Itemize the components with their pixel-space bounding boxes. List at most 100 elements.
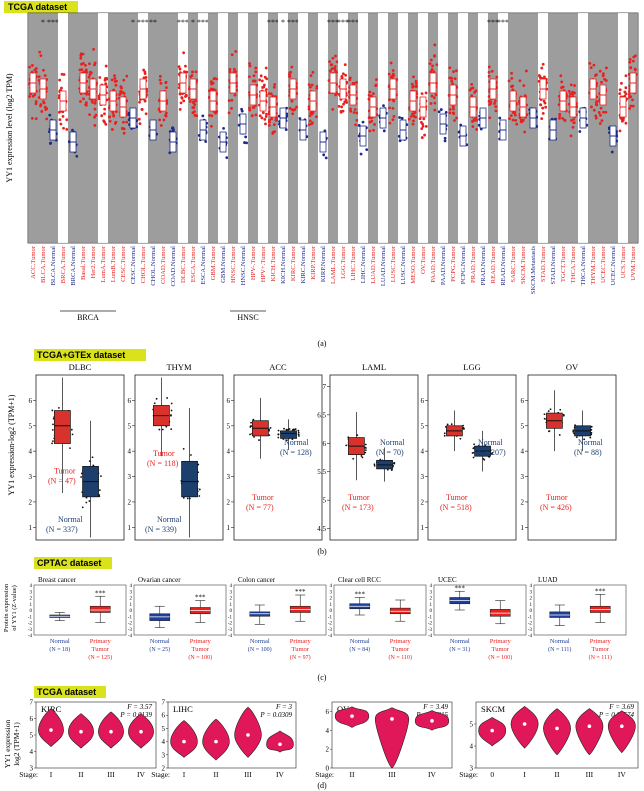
panel-a-point (57, 110, 61, 114)
panel-a-xlabel: CESC.Normal (130, 246, 137, 284)
panel-a-point (418, 117, 422, 121)
panel-a-point (87, 75, 91, 79)
panel-a-xlabel: PRAD.Tumor (470, 245, 477, 283)
panel-c-group-n: (N = 18) (49, 646, 70, 653)
panel-a-xlabel: BRCA.Tumor (60, 245, 67, 283)
panel-b-normal-point (490, 453, 493, 455)
panel-d-ytick-label: 4 (470, 743, 474, 751)
panel-a-column-bg (538, 13, 548, 243)
panel-b-tumor-point (170, 409, 173, 412)
panel-a-point (335, 60, 339, 64)
panel-b-tumor-point (446, 423, 449, 426)
panel-c-group-n: (N = 110) (388, 654, 412, 661)
panel-a-point (423, 133, 426, 137)
panel-c-group-label: Primary (190, 638, 212, 645)
panel-a-point (290, 108, 294, 112)
panel-c-sig-label: *** (295, 588, 306, 596)
panel-a-xlabel: CHOL.Normal (150, 246, 157, 286)
panel-b-tumor-point (547, 410, 550, 412)
panel-a-point (588, 61, 592, 65)
panel-a-point (391, 118, 395, 122)
panel-b-tumor-point (57, 407, 60, 409)
panel-b-normal-label: Normal (578, 438, 603, 447)
panel-a-point (348, 78, 352, 82)
panel-a-point (34, 117, 38, 121)
panel-a-point (432, 70, 436, 74)
panel-a-point (331, 56, 335, 60)
panel-a-columns: * *** * *** ** *** * *** *** * *** ********* ****** (28, 13, 638, 243)
panel-a-point (248, 108, 252, 112)
panel-a-point (144, 76, 148, 79)
panel-a-point (193, 103, 197, 106)
panel-b-ytick-label: 6 (227, 397, 231, 405)
panel-c-group-label: Primary (590, 638, 612, 645)
panel-c-ytick-label: -4 (528, 634, 533, 639)
panel-a-column-bg (488, 13, 498, 243)
panel-a-point (103, 120, 107, 124)
panel-a-column-bg (418, 13, 428, 243)
panel-a-point (45, 117, 49, 121)
panel-a-point (183, 70, 186, 73)
panel-a-column-bg (508, 13, 518, 243)
panel-a-point (599, 113, 602, 117)
panel-a-point (370, 119, 374, 123)
panel-a-xlabel: LIHC.Normal (360, 246, 367, 283)
panel-a-point (510, 76, 514, 80)
panel-c-ytick-label: 3 (330, 590, 333, 595)
panel-a-dataset-label: TCGA dataset (8, 2, 67, 12)
panel-b-tumor-point (463, 428, 465, 430)
panel-a-point (563, 118, 566, 122)
panel-a-point (444, 110, 448, 114)
panel-a-point (352, 111, 356, 114)
panel-c: CPTAC dataset Protein expression of YY1 … (3, 557, 627, 682)
panel-a-point (58, 78, 62, 82)
panel-b-normal-point (572, 429, 575, 432)
panel-a-point (567, 89, 571, 93)
panel-a-point (414, 81, 418, 85)
panel-c-ytick-label: -2 (428, 622, 433, 627)
panel-a-sig-label: *** (327, 18, 339, 27)
panel-a-column-bg (448, 13, 458, 243)
panel-d-median-dot (390, 717, 394, 721)
panel-d-median-dot (587, 724, 592, 728)
panel-c-ytick-label: -3 (128, 628, 133, 633)
panel-b-tumor-point (269, 426, 272, 429)
panel-c-ytick-label: -3 (428, 628, 433, 633)
panel-c-ytick-label: 0 (130, 609, 133, 614)
panel-a-point (430, 68, 434, 71)
panel-a-point (290, 99, 294, 103)
panel-d-median-dot (109, 729, 113, 734)
panel-a-point (79, 100, 82, 103)
panel-c-plot-frame (333, 584, 427, 636)
panel-a-point (252, 74, 256, 78)
panel-a-point (311, 70, 315, 74)
panel-a-point (263, 117, 267, 121)
panel-b-normal-point (575, 436, 578, 439)
panel-a-point (210, 124, 213, 128)
panel-a-point (339, 110, 343, 114)
panel-b-tumor-n: (N = 118) (147, 459, 179, 468)
panel-a-point (382, 129, 386, 133)
panel-a-group-label-hnsc: HNSC (237, 313, 258, 322)
panel-b-normal-point (198, 495, 201, 497)
panel-d-violin (202, 718, 230, 761)
panel-c-caption: (c) (318, 673, 327, 682)
panel-a-point (71, 128, 74, 132)
panel-a-xlabel: BRCA.Normal (70, 246, 77, 286)
panel-b-tumor-point (258, 439, 260, 441)
panel-d-median-dot (214, 739, 218, 744)
panel-b-normal-point (277, 433, 280, 436)
panel-a-point (228, 67, 232, 71)
panel-a-sig-label: *** (347, 18, 359, 27)
panel-a-point (80, 68, 84, 72)
panel-b-plot-frame (329, 374, 419, 541)
panel-a-point (103, 107, 107, 111)
panel-d-stage-label: III (586, 770, 594, 779)
panel-a-point (330, 67, 334, 70)
panel-a-point (270, 117, 274, 121)
panel-c-ytick-label: -2 (28, 622, 33, 627)
panel-a-xlabel: BLCA.Normal (50, 246, 57, 286)
panel-c-ytick-label: -1 (328, 615, 333, 620)
panel-a-point (628, 60, 632, 64)
